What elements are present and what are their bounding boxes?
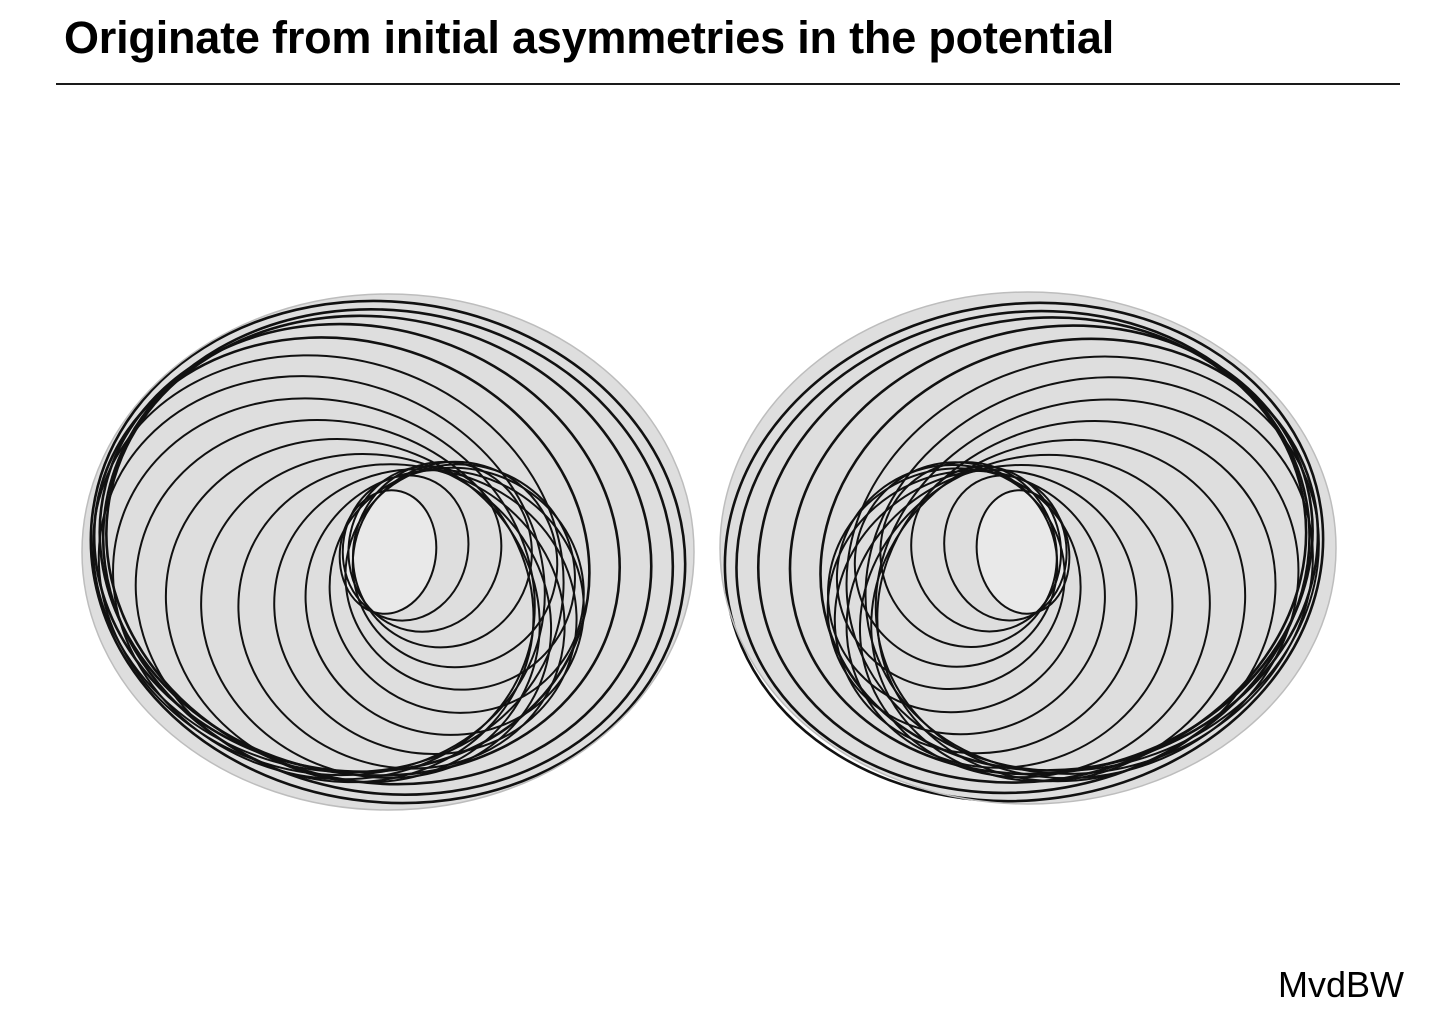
right-wake-pattern-ring <box>845 355 1320 772</box>
left-wake-pattern-ring <box>304 469 585 736</box>
right-wake-pattern-ring <box>870 438 1247 783</box>
left-wake-pattern-ring <box>112 397 536 781</box>
left-wake-pattern-ring <box>89 299 687 805</box>
left-wake-pattern-ring <box>341 474 470 622</box>
left-wake-pattern-ring <box>338 489 438 615</box>
left-wake-pattern-ring <box>344 463 576 691</box>
left-wake-pattern-ring <box>101 308 675 796</box>
left-spiral-panel <box>81 293 695 811</box>
right-wake-pattern-ring <box>853 461 1059 668</box>
right-wake-pattern-ring <box>858 453 1211 779</box>
title-divider <box>56 83 1400 85</box>
author-credit: MvdBW <box>1278 964 1404 1005</box>
right-wake-pattern-ring <box>735 309 1311 795</box>
left-wake-pattern-ring <box>328 466 585 714</box>
left-wake-pattern-ring <box>92 354 565 774</box>
left-wake-pattern-ring <box>351 460 559 669</box>
left-wake-pattern-ring <box>164 438 541 784</box>
slide-title: Originate from initial asymmetries in th… <box>64 12 1115 63</box>
right-wake-pattern-rim <box>719 291 1337 805</box>
right-wake-pattern-ring <box>833 468 1138 755</box>
right-spiral-panel <box>719 291 1337 805</box>
right-wake-pattern-ring <box>835 463 1066 691</box>
left-wake-pattern-rim <box>81 293 695 811</box>
left-wake-pattern-ring <box>200 453 553 779</box>
right-wake-pattern-ring <box>757 316 1308 784</box>
right-wake-pattern-ring <box>788 324 1314 776</box>
right-wake-pattern-ring <box>874 398 1300 780</box>
right-wake-pattern-ring <box>826 469 1106 736</box>
right-wake-pattern-ring <box>975 489 1071 615</box>
left-wake-pattern-ring <box>105 314 653 786</box>
right-wake-pattern-ring <box>723 301 1325 803</box>
left-wake-pattern-ring <box>273 468 578 755</box>
left-wake-pattern-ring <box>98 322 621 777</box>
right-wake-pattern-ring <box>943 474 1068 622</box>
